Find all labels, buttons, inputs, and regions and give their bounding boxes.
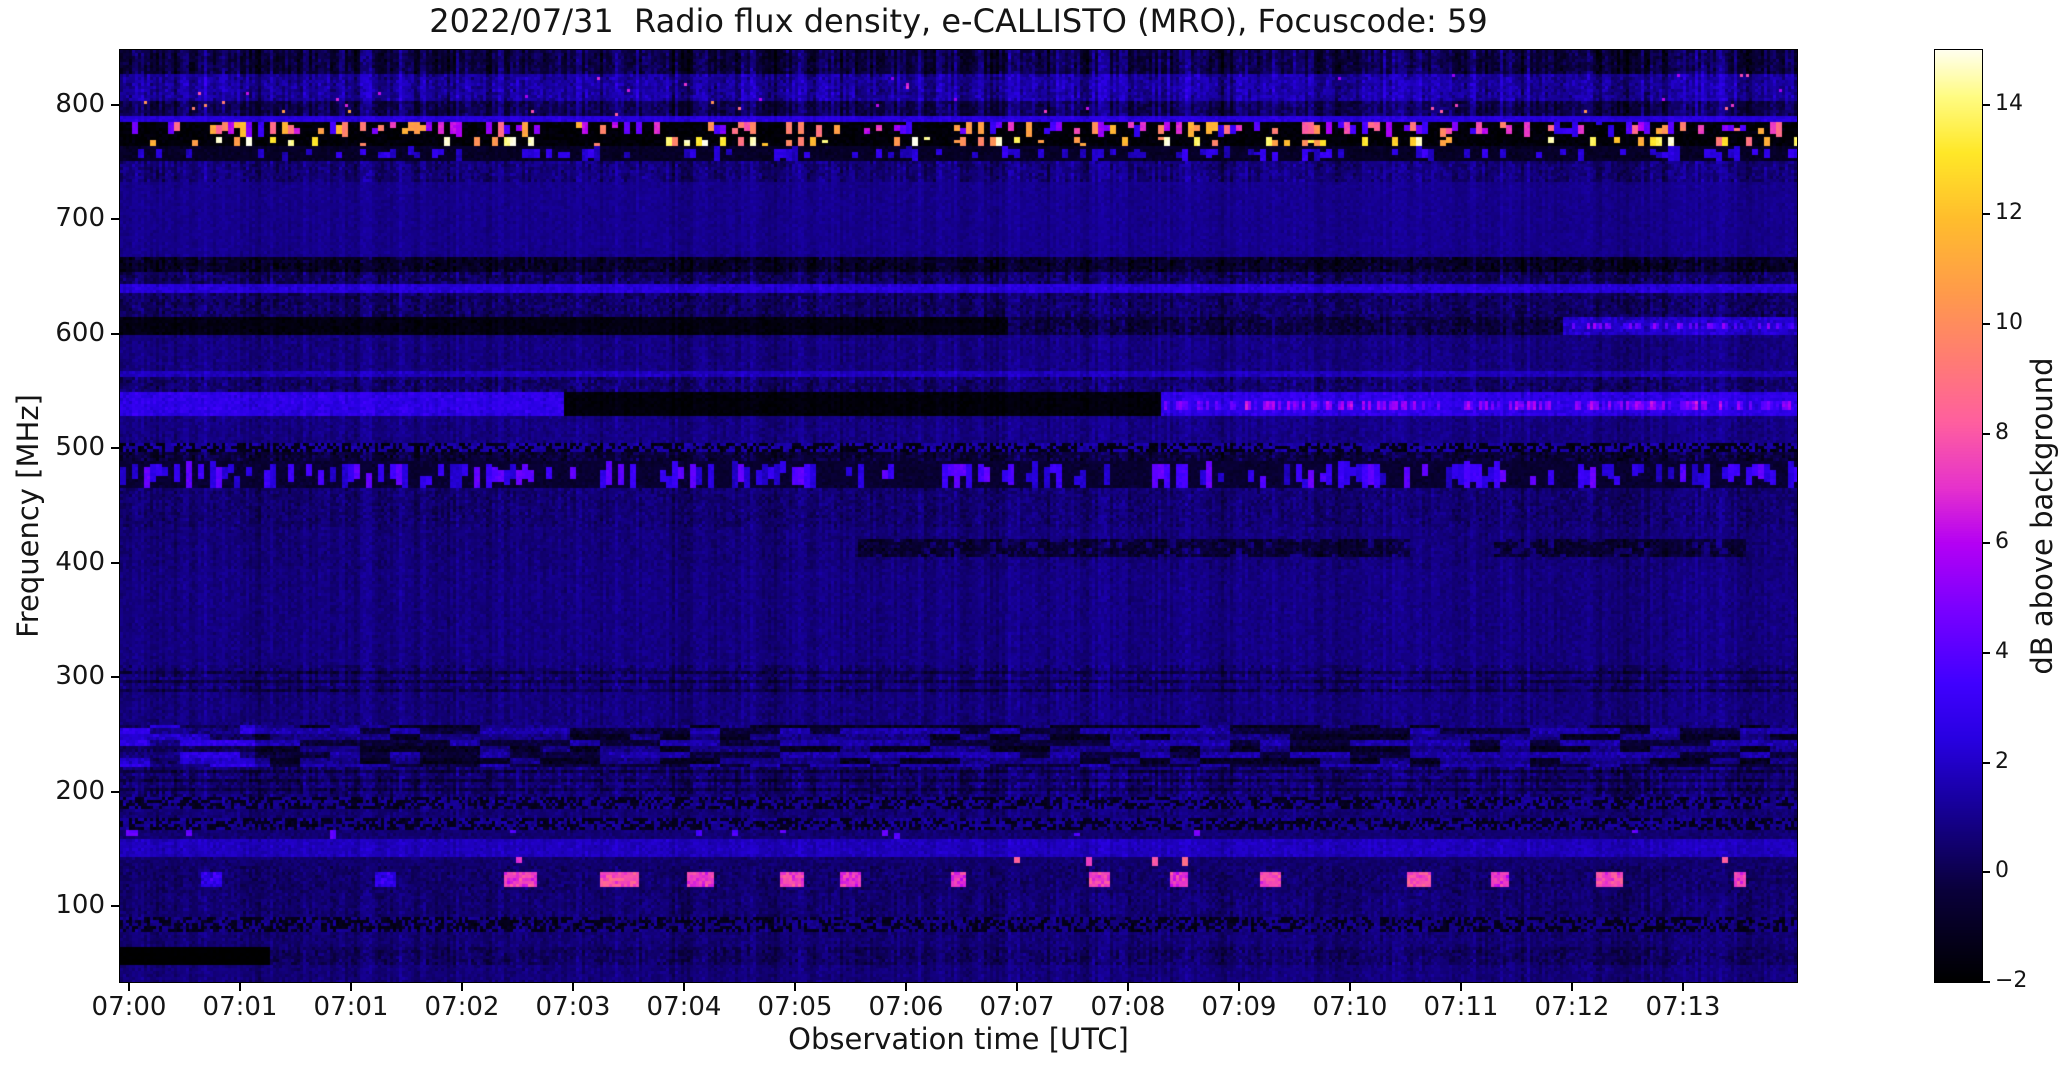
x-tick-label: 07:04 [646, 992, 722, 1022]
x-tick-mark [794, 983, 796, 991]
colorbar-tick-mark [1983, 761, 1990, 764]
x-tick-label: 07:13 [1645, 992, 1721, 1022]
y-tick-mark [111, 218, 119, 221]
x-tick-label: 07:10 [1312, 992, 1388, 1022]
colorbar-label: dB above background [2025, 357, 2059, 675]
colorbar-tick-mark [1983, 871, 1990, 874]
spectrogram-canvas [120, 50, 1797, 982]
colorbar-tick-mark [1983, 981, 1990, 983]
x-tick-mark [1349, 983, 1351, 991]
x-tick-label: 07:02 [424, 992, 500, 1022]
y-tick-mark [111, 790, 119, 793]
colorbar-tick-label: 4 [1995, 639, 2009, 665]
x-tick-mark [572, 983, 574, 991]
x-tick-mark [1460, 983, 1462, 991]
y-tick-mark [111, 447, 119, 450]
x-axis-label: Observation time [UTC] [788, 1022, 1129, 1056]
plot-area [119, 49, 1798, 983]
x-tick-mark [905, 983, 907, 991]
colorbar-tick-mark [1983, 432, 1990, 435]
colorbar-tick-mark [1983, 542, 1990, 545]
colorbar [1934, 49, 1983, 983]
x-tick-label: 07:08 [1090, 992, 1166, 1022]
y-tick-mark [111, 103, 119, 106]
colorbar-tick-label: 6 [1995, 529, 2009, 555]
y-tick-label: 500 [55, 432, 105, 463]
colorbar-tick-label: 2 [1995, 748, 2009, 774]
x-tick-label: 07:07 [979, 992, 1055, 1022]
x-tick-label: 07:03 [535, 992, 611, 1022]
colorbar-tick-label: 12 [1995, 200, 2023, 226]
chart-title: 2022/07/31 Radio flux density, e-CALLIST… [429, 2, 1488, 40]
y-tick-mark [111, 332, 119, 335]
y-tick-label: 600 [55, 317, 105, 348]
x-tick-mark [350, 983, 352, 991]
x-tick-label: 07:09 [1201, 992, 1277, 1022]
x-tick-label: 07:06 [868, 992, 944, 1022]
y-tick-mark [111, 676, 119, 679]
y-tick-label: 300 [55, 661, 105, 692]
colorbar-tick-mark [1983, 323, 1990, 326]
x-tick-label: 07:00 [91, 992, 167, 1022]
colorbar-tick-label: −2 [1995, 968, 2028, 993]
colorbar-tick-label: 0 [1995, 858, 2009, 884]
x-tick-mark [1238, 983, 1240, 991]
x-tick-mark [683, 983, 685, 991]
x-tick-label: 07:01 [313, 992, 389, 1022]
colorbar-tick-label: 10 [1995, 310, 2023, 336]
y-tick-label: 100 [55, 890, 105, 921]
colorbar-tick-mark [1983, 652, 1990, 655]
y-tick-label: 200 [55, 775, 105, 806]
x-tick-mark [1571, 983, 1573, 991]
colorbar-tick-label: 8 [1995, 419, 2009, 445]
y-tick-label: 400 [55, 546, 105, 577]
colorbar-tick-label: 14 [1995, 90, 2023, 116]
x-tick-label: 07:12 [1534, 992, 1610, 1022]
y-tick-label: 800 [55, 88, 105, 119]
x-tick-mark [239, 983, 241, 991]
x-tick-mark [461, 983, 463, 991]
x-tick-label: 07:11 [1423, 992, 1499, 1022]
x-tick-mark [128, 983, 130, 991]
y-axis-label: Frequency [MHz] [11, 394, 45, 638]
x-tick-label: 07:01 [202, 992, 278, 1022]
y-tick-mark [111, 905, 119, 908]
x-tick-mark [1682, 983, 1684, 991]
y-tick-mark [111, 561, 119, 564]
x-tick-label: 07:05 [757, 992, 833, 1022]
colorbar-tick-mark [1983, 103, 1990, 106]
y-tick-label: 700 [55, 203, 105, 234]
colorbar-canvas [1935, 50, 1982, 982]
colorbar-tick-mark [1983, 213, 1990, 216]
x-tick-mark [1127, 983, 1129, 991]
x-tick-mark [1016, 983, 1018, 991]
